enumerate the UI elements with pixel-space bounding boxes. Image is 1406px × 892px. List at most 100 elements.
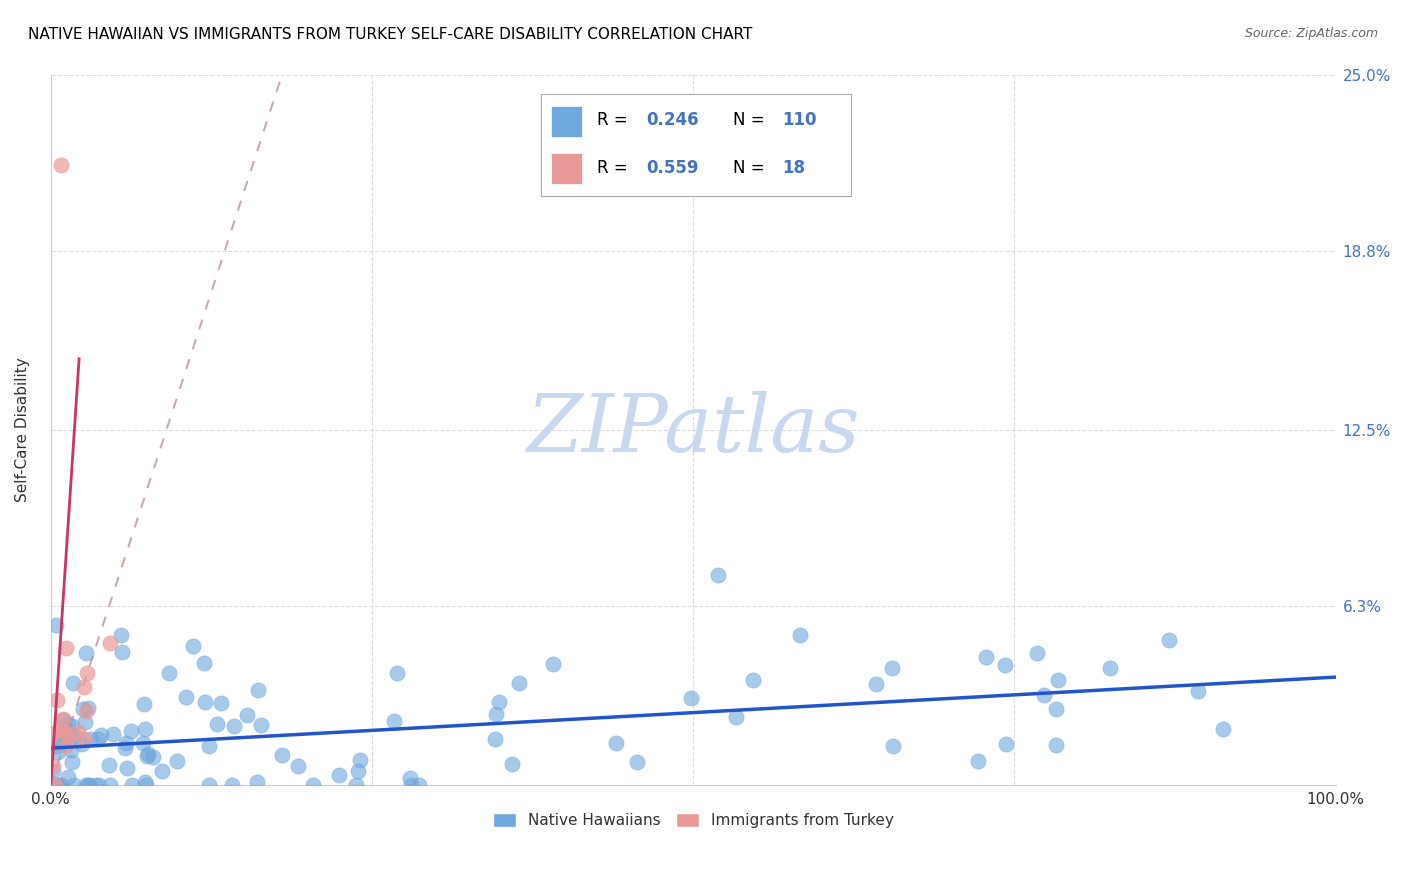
Point: [966, 754, 988, 768]
Point: [882, 739, 904, 753]
Point: [399, 771, 422, 785]
Point: [77, 701, 100, 715]
Point: [134, 722, 156, 736]
Point: [994, 657, 1017, 672]
Point: [174, 690, 197, 704]
Point: [121, 778, 143, 792]
Text: NATIVE HAWAIIAN VS IMMIGRANTS FROM TURKEY SELF-CARE DISABILITY CORRELATION CHART: NATIVE HAWAIIAN VS IMMIGRANTS FROM TURKE…: [28, 27, 752, 42]
FancyBboxPatch shape: [551, 106, 582, 136]
Point: [193, 657, 215, 671]
Point: [114, 741, 136, 756]
Point: [49, 722, 72, 736]
Point: [626, 756, 648, 770]
Point: [55, 726, 77, 740]
Point: [742, 673, 765, 687]
Point: [142, 749, 165, 764]
Point: [1157, 632, 1180, 647]
Point: [84, 778, 107, 792]
Point: [75, 646, 97, 660]
Point: [134, 774, 156, 789]
Text: 18: 18: [783, 159, 806, 177]
Point: [55, 640, 77, 655]
Point: [181, 639, 204, 653]
Point: [60, 742, 83, 756]
Point: [1099, 661, 1122, 675]
Point: [134, 697, 156, 711]
Point: [157, 665, 180, 680]
Point: [271, 747, 294, 762]
Point: [1212, 723, 1234, 737]
Point: [55, 731, 77, 745]
Point: [46, 739, 69, 753]
Legend: Native Hawaiians, Immigrants from Turkey: Native Hawaiians, Immigrants from Turkey: [486, 807, 900, 834]
Point: [408, 778, 430, 792]
Point: [865, 677, 887, 691]
Point: [724, 710, 747, 724]
Text: R =: R =: [598, 112, 633, 129]
Point: [245, 774, 267, 789]
Point: [77, 778, 100, 792]
Point: [44, 778, 66, 792]
Point: [136, 748, 159, 763]
Point: [97, 758, 120, 772]
Point: [287, 759, 309, 773]
Point: [73, 715, 96, 730]
Text: 0.559: 0.559: [647, 159, 699, 177]
Point: [789, 628, 811, 642]
Point: [117, 761, 139, 775]
Point: [72, 702, 94, 716]
Point: [87, 732, 110, 747]
Point: [120, 724, 142, 739]
Point: [132, 736, 155, 750]
Point: [90, 728, 112, 742]
Point: [41, 727, 63, 741]
Point: [349, 753, 371, 767]
Point: [52, 712, 75, 726]
Point: [152, 764, 174, 778]
Point: [70, 737, 93, 751]
Text: 110: 110: [783, 112, 817, 129]
Point: [51, 778, 73, 792]
Point: [42, 764, 65, 778]
Point: [75, 704, 97, 718]
Point: [98, 636, 121, 650]
Point: [80, 732, 103, 747]
Point: [136, 747, 159, 761]
Point: [73, 732, 96, 747]
Text: Source: ZipAtlas.com: Source: ZipAtlas.com: [1244, 27, 1378, 40]
Point: [250, 718, 273, 732]
Point: [198, 739, 221, 753]
Point: [66, 725, 89, 739]
Point: [346, 764, 368, 778]
Point: [115, 736, 138, 750]
Point: [221, 778, 243, 792]
Point: [1046, 673, 1069, 688]
Point: [707, 568, 730, 582]
Point: [65, 729, 87, 743]
Point: [62, 676, 84, 690]
Point: [224, 719, 246, 733]
Point: [681, 691, 703, 706]
Point: [45, 778, 67, 792]
Point: [55, 739, 77, 754]
Point: [1187, 684, 1209, 698]
Point: [100, 778, 122, 792]
Text: ZIPatlas: ZIPatlas: [526, 391, 860, 468]
Point: [346, 778, 368, 792]
Point: [135, 778, 157, 792]
Point: [541, 657, 564, 671]
Point: [44, 778, 66, 792]
Point: [508, 676, 530, 690]
Point: [49, 159, 72, 173]
Text: 0.246: 0.246: [647, 112, 699, 129]
Point: [1045, 738, 1067, 752]
Point: [87, 778, 110, 792]
Point: [48, 778, 70, 792]
Point: [103, 727, 125, 741]
Text: N =: N =: [733, 159, 770, 177]
Point: [76, 666, 98, 681]
Point: [399, 778, 422, 792]
FancyBboxPatch shape: [551, 153, 582, 184]
Point: [880, 661, 903, 675]
Point: [1032, 689, 1054, 703]
